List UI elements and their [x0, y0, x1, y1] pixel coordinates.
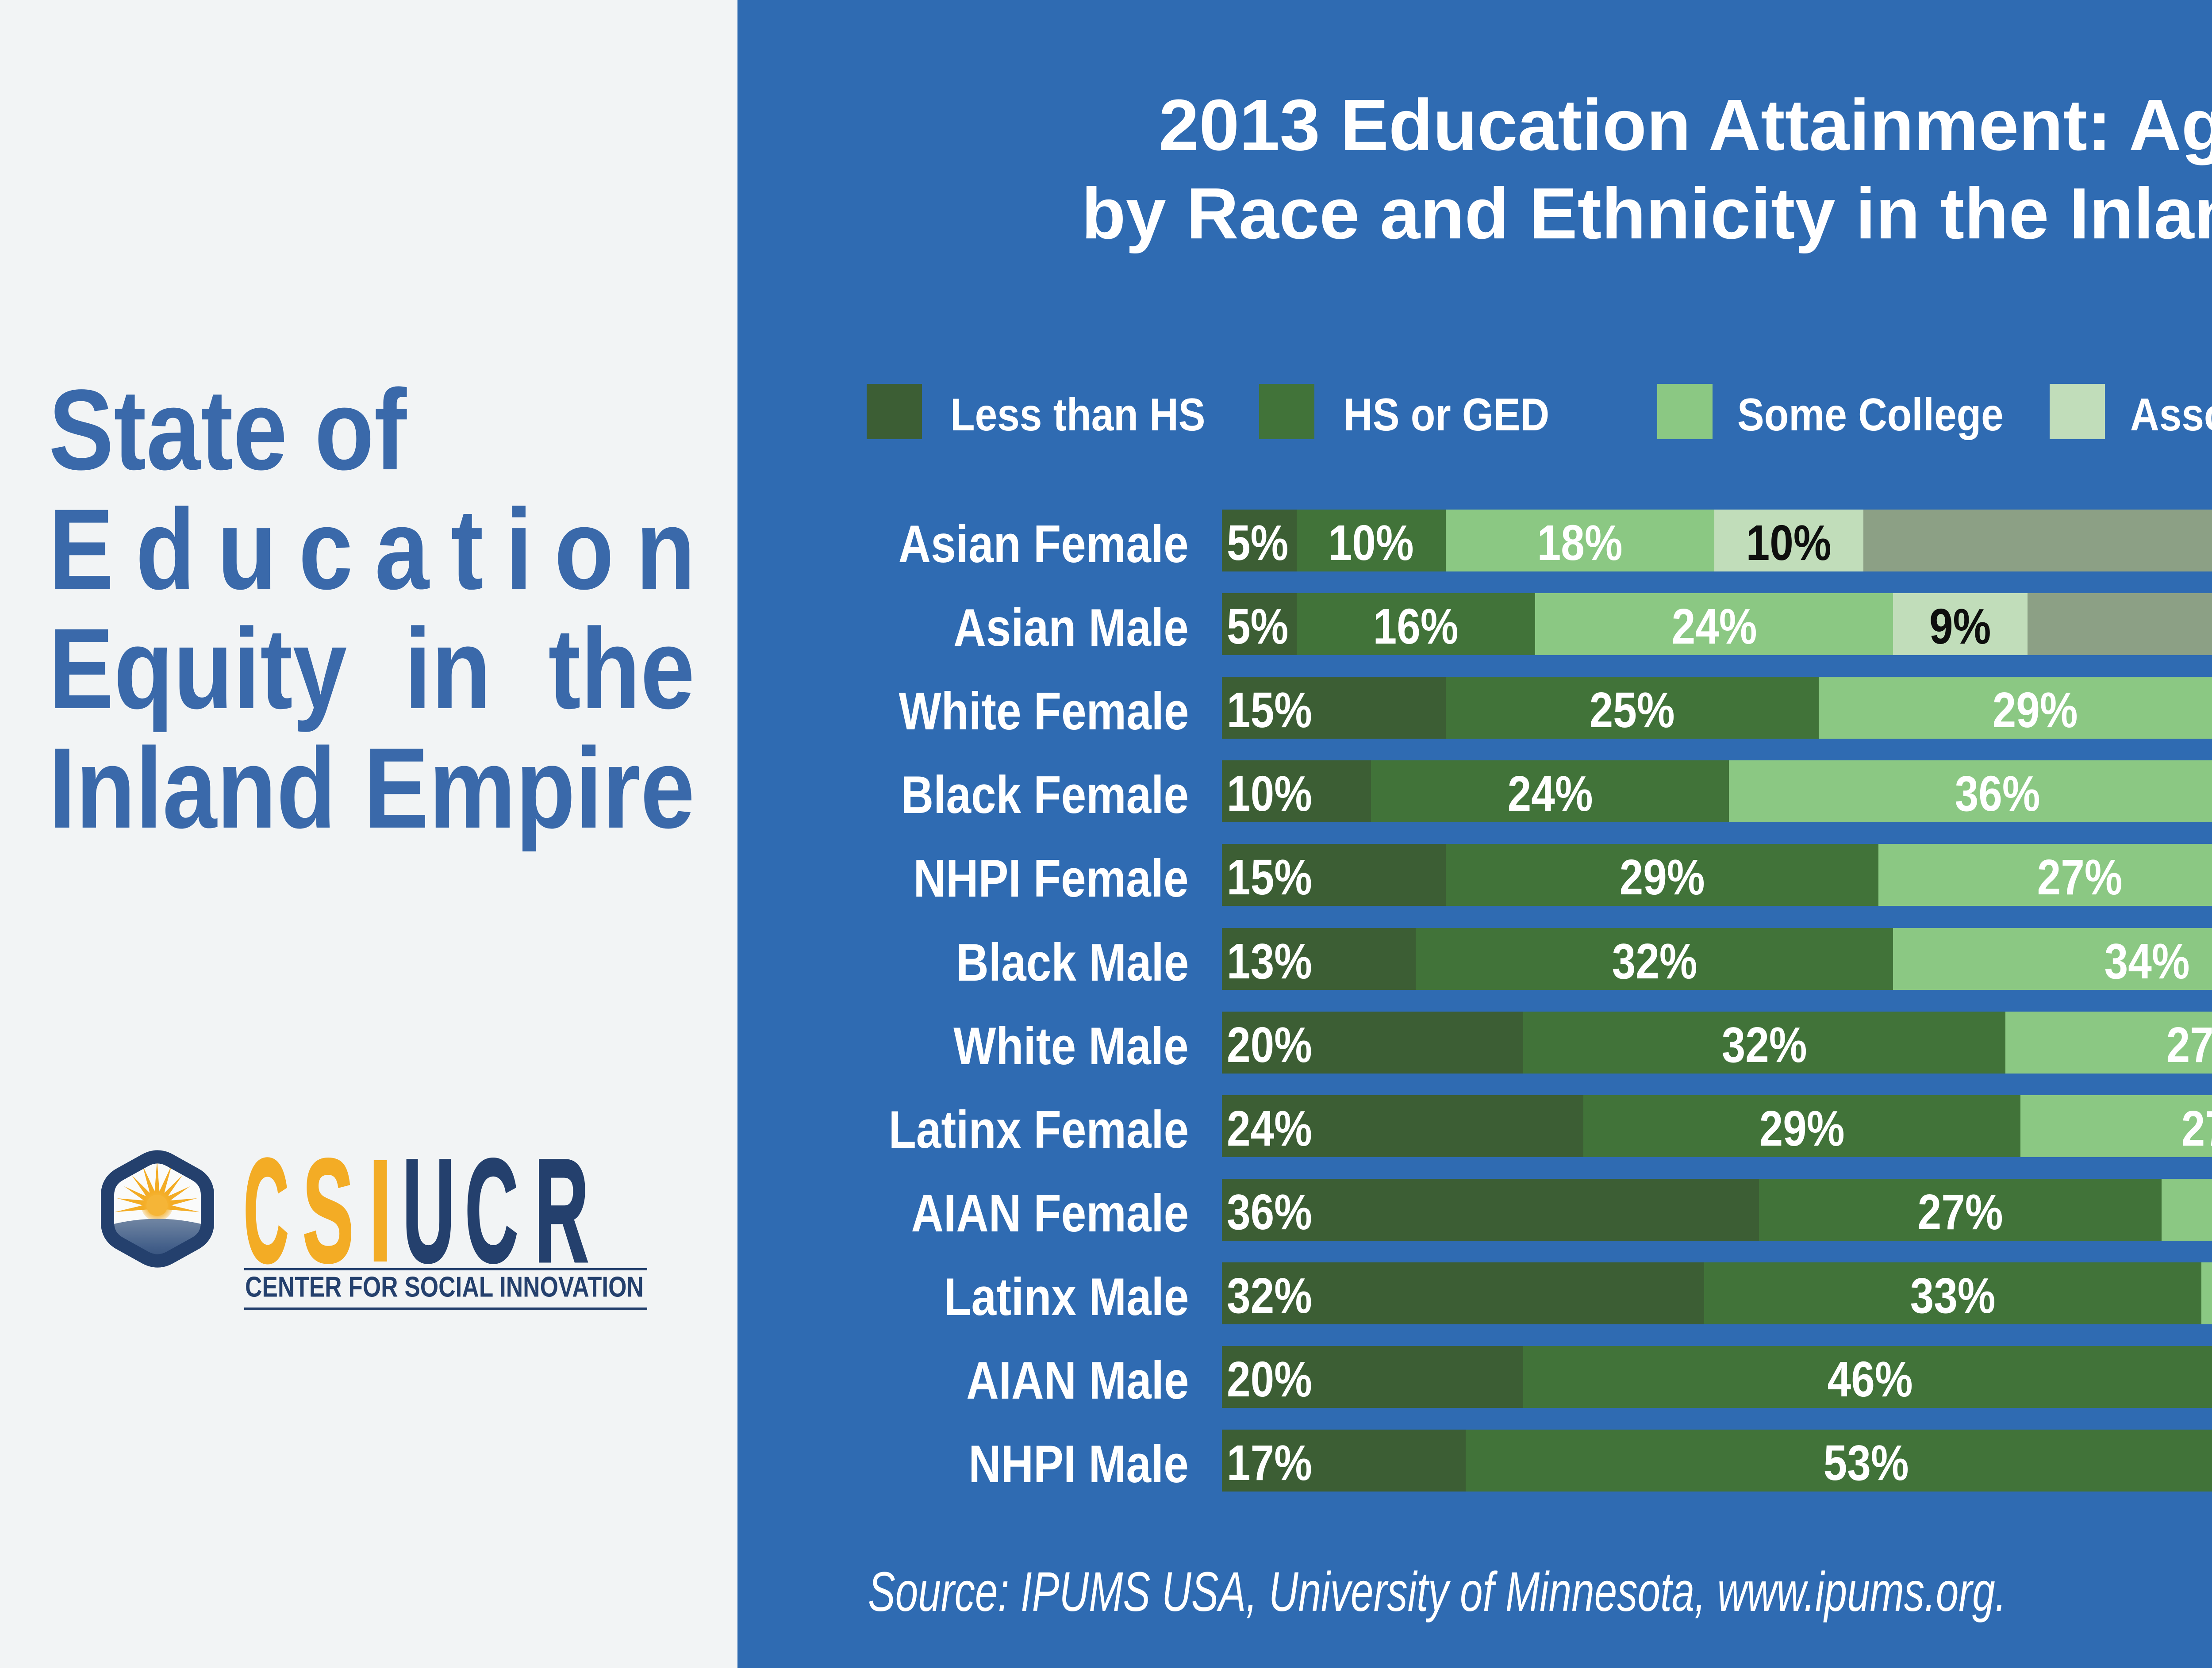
svg-text:U: U — [403, 1128, 455, 1293]
svg-text:C: C — [465, 1128, 518, 1293]
svg-text:C: C — [244, 1129, 288, 1293]
svg-text:R: R — [534, 1129, 589, 1293]
svg-text:S: S — [303, 1129, 353, 1293]
svg-text:I: I — [368, 1128, 393, 1293]
svg-text:CENTER FOR SOCIAL INNOVATION: CENTER FOR SOCIAL INNOVATION — [245, 1270, 644, 1303]
